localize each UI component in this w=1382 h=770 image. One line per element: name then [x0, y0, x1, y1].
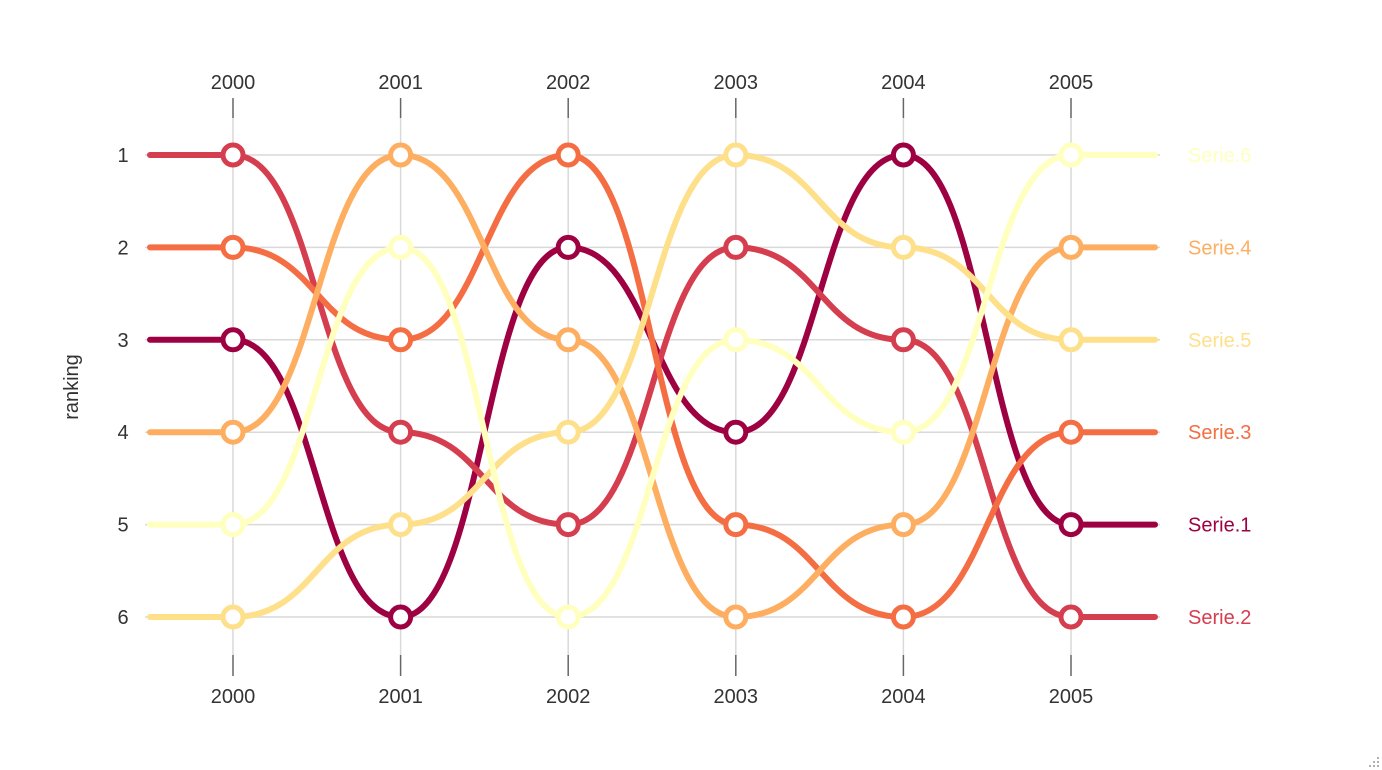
resize-grip-icon[interactable] [1366, 754, 1380, 768]
data-point [220, 419, 246, 445]
x-tick-label-bottom: 2004 [881, 686, 926, 708]
data-point [723, 419, 749, 445]
series-end-label: Serie.3 [1188, 422, 1251, 444]
x-axis-top: 2000 2001 2002 2003 2004 2005 [211, 72, 1094, 118]
data-point [220, 604, 246, 630]
data-point [220, 512, 246, 538]
x-tick-label-bottom: 2001 [378, 686, 423, 708]
data-point [555, 512, 581, 538]
series-serie-5 [147, 142, 1158, 630]
series-serie-2 [147, 142, 1158, 630]
x-tick-label-top: 2004 [881, 72, 926, 94]
data-point [555, 419, 581, 445]
x-tick-label-top: 2002 [546, 72, 591, 94]
data-point [1058, 327, 1084, 353]
y-tick-label: 1 [117, 145, 128, 167]
gridlines [145, 118, 1160, 655]
data-point [388, 327, 414, 353]
data-point [388, 234, 414, 260]
data-point [555, 327, 581, 353]
y-axis-title: ranking [61, 354, 83, 420]
data-point [220, 327, 246, 353]
data-point [1058, 142, 1084, 168]
series-serie-3 [147, 142, 1158, 630]
data-point [1058, 234, 1084, 260]
y-tick-label: 2 [117, 237, 128, 259]
x-tick-label-top: 2000 [211, 72, 256, 94]
x-tick-label-bottom: 2000 [211, 686, 256, 708]
series-lines [147, 142, 1158, 630]
y-tick-label: 3 [117, 330, 128, 352]
data-point [388, 604, 414, 630]
data-point [555, 234, 581, 260]
data-point [388, 419, 414, 445]
x-tick-label-top: 2005 [1049, 72, 1094, 94]
series-end-label: Serie.1 [1188, 515, 1251, 537]
y-tick-label: 6 [117, 607, 128, 629]
data-point [555, 142, 581, 168]
data-point [890, 512, 916, 538]
data-point [388, 512, 414, 538]
data-point [388, 142, 414, 168]
x-tick-label-top: 2003 [714, 72, 759, 94]
x-tick-label-top: 2001 [378, 72, 423, 94]
series-line [147, 151, 1158, 621]
x-tick-label-bottom: 2002 [546, 686, 591, 708]
series-line [147, 152, 1158, 620]
x-tick-label-bottom: 2005 [1049, 686, 1094, 708]
data-point [890, 327, 916, 353]
data-point [890, 234, 916, 260]
data-point [1058, 512, 1084, 538]
data-point [220, 142, 246, 168]
data-point [890, 142, 916, 168]
data-point [723, 327, 749, 353]
series-end-label: Serie.2 [1188, 607, 1251, 629]
series-end-label: Serie.5 [1188, 330, 1251, 352]
series-serie-4 [147, 142, 1158, 630]
data-point [555, 604, 581, 630]
y-axis: 1 2 3 4 5 6 [117, 145, 128, 629]
data-point [723, 142, 749, 168]
series-serie-6 [147, 142, 1158, 630]
series-line [147, 151, 1158, 621]
data-point [723, 512, 749, 538]
data-point [890, 604, 916, 630]
data-point [890, 419, 916, 445]
data-point [723, 604, 749, 630]
data-point [1058, 604, 1084, 630]
series-line [147, 151, 1158, 620]
y-tick-label: 4 [117, 422, 128, 444]
series-end-labels: Serie.1 Serie.2 Serie.3 Serie.4 Serie.5 Serie… [1188, 145, 1251, 629]
x-axis-bottom: 2000 2001 2002 2003 2004 2005 [211, 655, 1094, 708]
x-tick-label-bottom: 2003 [714, 686, 759, 708]
series-line [147, 152, 1158, 621]
data-point [1058, 419, 1084, 445]
data-point [220, 234, 246, 260]
series-end-label: Serie.4 [1188, 237, 1251, 259]
series-end-label: Serie.6 [1188, 145, 1251, 167]
data-point [723, 234, 749, 260]
y-tick-label: 5 [117, 515, 128, 537]
